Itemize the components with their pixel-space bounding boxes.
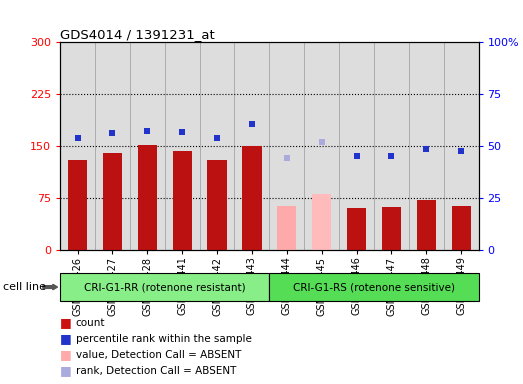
Text: CRI-G1-RR (rotenone resistant): CRI-G1-RR (rotenone resistant) <box>84 282 246 292</box>
Bar <box>277 206 297 250</box>
Bar <box>138 144 157 250</box>
Text: percentile rank within the sample: percentile rank within the sample <box>76 334 252 344</box>
Bar <box>103 153 122 250</box>
Bar <box>304 42 339 250</box>
Bar <box>339 42 374 250</box>
Bar <box>374 42 409 250</box>
Bar <box>60 273 269 301</box>
Bar <box>130 42 165 250</box>
Bar <box>60 42 95 250</box>
Bar <box>173 151 192 250</box>
Bar <box>444 42 479 250</box>
Bar <box>208 160 226 250</box>
Text: ■: ■ <box>60 364 71 377</box>
Text: GDS4014 / 1391231_at: GDS4014 / 1391231_at <box>60 28 215 41</box>
Text: rank, Detection Call = ABSENT: rank, Detection Call = ABSENT <box>76 366 236 376</box>
Bar <box>269 273 479 301</box>
Bar <box>165 42 200 250</box>
Text: ■: ■ <box>60 316 71 329</box>
Bar <box>382 207 401 250</box>
Bar <box>451 206 471 250</box>
Text: cell line: cell line <box>3 282 46 292</box>
Bar <box>68 160 87 250</box>
Bar <box>95 42 130 250</box>
Bar <box>234 42 269 250</box>
Bar <box>269 42 304 250</box>
Bar <box>312 194 331 250</box>
Bar <box>242 146 262 250</box>
Text: count: count <box>76 318 105 328</box>
Text: ■: ■ <box>60 332 71 345</box>
Bar <box>347 208 366 250</box>
Text: CRI-G1-RS (rotenone sensitive): CRI-G1-RS (rotenone sensitive) <box>293 282 455 292</box>
Bar <box>200 42 234 250</box>
Text: value, Detection Call = ABSENT: value, Detection Call = ABSENT <box>76 350 241 360</box>
Bar <box>417 200 436 250</box>
Text: ■: ■ <box>60 348 71 361</box>
Bar <box>409 42 444 250</box>
